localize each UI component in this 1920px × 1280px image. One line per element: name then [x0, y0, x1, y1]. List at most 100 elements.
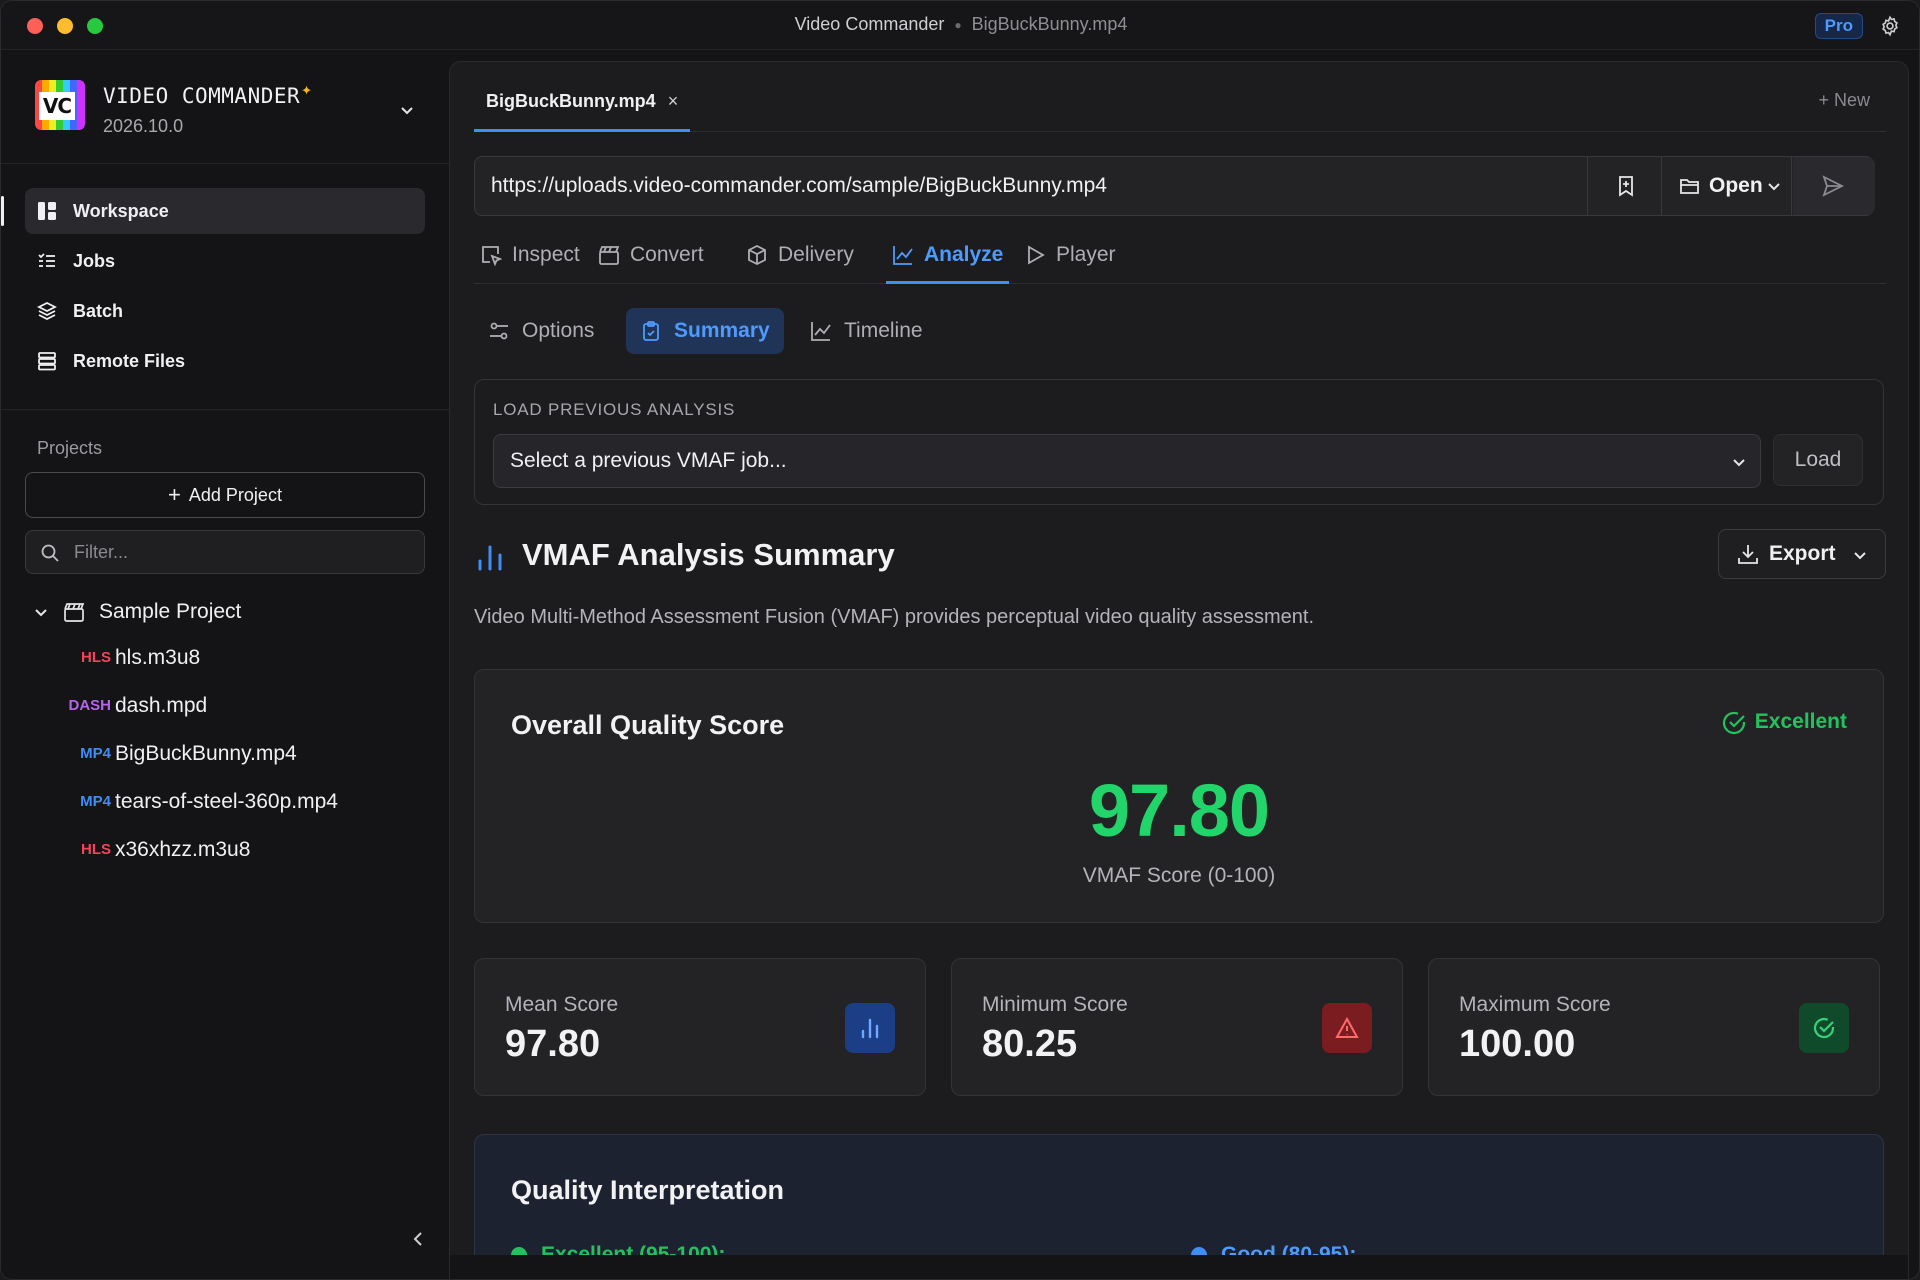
sidebar-item-batch[interactable]: Batch	[25, 288, 425, 334]
sidebar-divider	[1, 163, 449, 164]
load-button[interactable]: Load	[1773, 434, 1863, 486]
clipboard-icon	[643, 321, 659, 341]
stat-value: 100.00	[1459, 1023, 1576, 1065]
sidebar-item-workspace[interactable]: Workspace	[1, 188, 425, 234]
minimize-window-button[interactable]	[57, 18, 73, 34]
sidebar-divider	[1, 409, 449, 410]
tab-label: Player	[1056, 243, 1116, 266]
quality-label: Excellent	[1754, 710, 1847, 733]
sidebar-item-label: Batch	[73, 301, 124, 321]
mean-score-card: Mean Score 97.80	[474, 958, 926, 1096]
tab-inspect[interactable]: Inspect	[474, 230, 580, 284]
bar-chart-icon	[861, 1018, 879, 1039]
overall-score-caption: VMAF Score (0-100)	[1082, 864, 1276, 887]
interpretation-title: Quality Interpretation	[511, 1175, 785, 1205]
plus-icon: +	[168, 482, 181, 507]
chevron-down-icon	[1768, 183, 1780, 191]
tab-analyze[interactable]: Analyze	[886, 230, 1010, 284]
export-label: Export	[1769, 542, 1836, 565]
new-tab-button[interactable]: + New	[1818, 90, 1870, 110]
sparkle-icon: ✦	[301, 79, 313, 100]
chevron-down-icon[interactable]	[399, 102, 415, 118]
download-icon	[1738, 545, 1758, 564]
file-item[interactable]: MP4 BigBuckBunny.mp4	[31, 730, 441, 778]
workspace-icon	[38, 202, 56, 220]
project-name: Sample Project	[99, 600, 242, 623]
previous-job-select[interactable]: Select a previous VMAF job...	[493, 434, 1761, 488]
subtab-summary[interactable]: Summary	[626, 308, 784, 354]
send-button[interactable]	[1793, 157, 1875, 215]
folder-open-icon	[1680, 179, 1699, 194]
bookmark-icon[interactable]	[1615, 175, 1637, 197]
collapse-sidebar-icon[interactable]	[409, 1230, 427, 1248]
sub-tab-bar: Options Summary Timeline	[474, 308, 1074, 356]
file-name: dash.mpd	[115, 694, 208, 717]
quality-badge: Excellent	[1721, 710, 1847, 735]
brand-name-text: VIDEO COMMANDER	[103, 84, 301, 108]
bar-chart-icon	[478, 545, 502, 571]
chart-line-icon	[893, 246, 913, 265]
title-bar: Video Commander ● BigBuckBunny.mp4 Pro	[1, 1, 1919, 50]
file-item[interactable]: HLS hls.m3u8	[31, 634, 441, 682]
project-filter[interactable]	[25, 530, 425, 574]
stat-value: 80.25	[982, 1023, 1078, 1065]
stat-label: Mean Score	[505, 993, 619, 1016]
summary-title: VMAF Analysis Summary	[522, 537, 895, 572]
sidebar-item-jobs[interactable]: Jobs	[25, 238, 425, 284]
window-title: Video Commander ● BigBuckBunny.mp4	[1, 14, 1919, 35]
sidebar-item-remote-files[interactable]: Remote Files	[25, 338, 425, 384]
file-item[interactable]: HLS x36xhzz.m3u8	[31, 826, 441, 874]
overall-score-card: Overall Quality Score Excellent 97.80 VM…	[474, 669, 1884, 923]
summary-header: VMAF Analysis Summary Export	[474, 529, 1886, 585]
subtab-timeline[interactable]: Timeline	[796, 308, 937, 354]
subtab-label: Options	[522, 319, 595, 342]
file-tab-active[interactable]: BigBuckBunny.mp4 ×	[474, 80, 691, 132]
tab-delivery[interactable]: Delivery	[740, 230, 854, 284]
main-tab-bar: Inspect Convert Delivery Analyze Player	[474, 230, 1886, 284]
project-sample[interactable]: Sample Project	[31, 590, 441, 634]
tab-convert[interactable]: Convert	[592, 230, 704, 284]
file-name: x36xhzz.m3u8	[115, 838, 251, 861]
sidebar: VC VIDEO COMMANDER✦ 2026.10.0 Workspace …	[1, 50, 449, 1279]
add-project-button[interactable]: + Add Project	[25, 472, 425, 518]
file-name: hls.m3u8	[115, 646, 201, 669]
stat-icon-box	[845, 1003, 895, 1053]
inspect-icon	[482, 246, 502, 266]
app-logo: VC	[35, 80, 85, 130]
file-item[interactable]: MP4 tears-of-steel-360p.mp4	[31, 778, 441, 826]
open-button[interactable]: Open	[1661, 157, 1791, 215]
brand-switcher[interactable]: VC VIDEO COMMANDER✦ 2026.10.0	[35, 78, 435, 138]
subtab-options[interactable]: Options	[474, 308, 608, 354]
url-divider	[1791, 157, 1792, 215]
warning-icon	[1335, 1016, 1359, 1038]
chevron-down-icon[interactable]	[33, 604, 49, 620]
export-button[interactable]: Export	[1718, 529, 1886, 579]
file-item[interactable]: DASH dash.mpd	[31, 682, 441, 730]
file-tab-bar: BigBuckBunny.mp4 × + New	[474, 62, 1886, 132]
stat-icon-box	[1322, 1003, 1372, 1053]
subtab-label: Summary	[674, 319, 770, 342]
clapperboard-icon	[64, 603, 85, 622]
tab-player[interactable]: Player	[1018, 230, 1116, 284]
summary-description: Video Multi-Method Assessment Fusion (VM…	[474, 606, 1315, 628]
gear-icon[interactable]	[1879, 15, 1901, 37]
sidebar-item-label: Workspace	[73, 201, 169, 221]
stat-value: 97.80	[505, 1023, 601, 1065]
zoom-window-button[interactable]	[87, 18, 103, 34]
tab-label: Inspect	[512, 243, 580, 266]
file-type-badge: HLS	[81, 841, 111, 858]
tab-label: Analyze	[924, 243, 1004, 266]
filter-input[interactable]	[74, 531, 414, 573]
subtab-label: Timeline	[844, 319, 923, 342]
close-window-button[interactable]	[27, 18, 43, 34]
url-input[interactable]: https://uploads.video-commander.com/samp…	[491, 174, 1107, 197]
chart-line-icon	[811, 322, 831, 341]
package-icon	[748, 244, 766, 266]
url-bar: https://uploads.video-commander.com/samp…	[474, 156, 1875, 216]
maximum-score-card: Maximum Score 100.00	[1428, 958, 1880, 1096]
stat-label: Minimum Score	[982, 993, 1128, 1016]
check-circle-icon	[1813, 1017, 1835, 1039]
pro-badge[interactable]: Pro	[1814, 13, 1863, 39]
close-tab-icon[interactable]: ×	[667, 91, 679, 111]
overall-score-title: Overall Quality Score	[511, 710, 785, 740]
